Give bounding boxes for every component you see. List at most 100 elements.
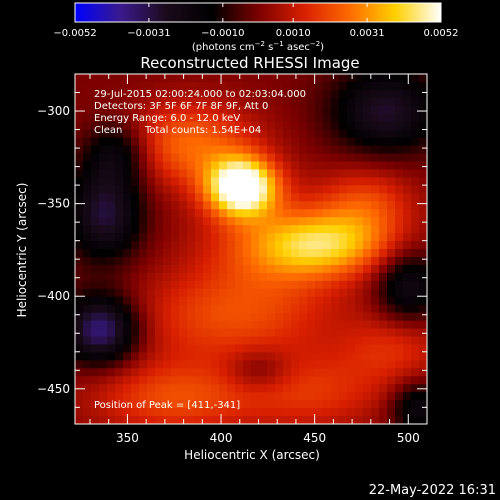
heatmap-cell — [347, 137, 356, 146]
heatmap-cell — [91, 161, 100, 170]
heatmap-cell — [347, 368, 356, 377]
heatmap-cell — [355, 225, 364, 234]
heatmap-cell — [75, 416, 84, 425]
heatmap-cell — [291, 344, 300, 353]
heatmap-cell — [395, 256, 404, 266]
heatmap-cell — [203, 408, 212, 417]
heatmap-cell — [331, 113, 340, 123]
heatmap-cell — [307, 376, 316, 385]
heatmap-cell — [371, 185, 380, 194]
heatmap-cell — [131, 400, 140, 409]
heatmap-cell — [147, 336, 156, 345]
heatmap-cell — [411, 217, 420, 226]
heatmap-cell — [371, 320, 380, 329]
heatmap-cell — [323, 233, 332, 242]
heatmap-cell — [275, 169, 284, 178]
heatmap-cell — [131, 249, 140, 258]
heatmap-cell — [107, 97, 116, 107]
heatmap-cell — [211, 368, 220, 377]
heatmap-cell — [83, 296, 92, 306]
heatmap-cell — [259, 129, 268, 139]
heatmap-cell — [139, 209, 148, 218]
heatmap-cell — [115, 408, 124, 417]
heatmap-cell — [131, 185, 140, 194]
heatmap-cell — [315, 288, 324, 298]
heatmap-cell — [83, 121, 92, 131]
heatmap-cell — [419, 105, 428, 115]
heatmap-cell — [219, 153, 228, 162]
heatmap-cell — [307, 209, 316, 218]
heatmap-cell — [211, 193, 220, 202]
heatmap-cell — [235, 264, 244, 274]
heatmap-cell — [179, 376, 188, 385]
heatmap-cell — [323, 392, 332, 401]
heatmap-cell — [251, 209, 260, 218]
heatmap-cell — [235, 368, 244, 377]
heatmap-cell — [403, 376, 412, 385]
heatmap-cell — [323, 296, 332, 306]
heatmap-cell — [387, 264, 396, 274]
heatmap-cell — [395, 272, 404, 282]
heatmap-cell — [291, 241, 300, 250]
heatmap-cell — [187, 241, 196, 250]
heatmap-cell — [283, 312, 292, 321]
heatmap-cell — [227, 264, 236, 274]
heatmap-cell — [195, 217, 204, 226]
heatmap-cell — [371, 113, 380, 123]
heatmap-cell — [115, 368, 124, 377]
heatmap-cell — [179, 233, 188, 242]
heatmap-cell — [219, 264, 228, 274]
heatmap-cell — [107, 161, 116, 170]
heatmap-cell — [115, 193, 124, 202]
heatmap-cell — [291, 312, 300, 321]
heatmap-cell — [75, 169, 84, 178]
heatmap-cell — [403, 416, 412, 425]
heatmap-cell — [339, 209, 348, 218]
heatmap-cell — [411, 352, 420, 361]
heatmap-cell — [243, 241, 252, 250]
heatmap-cell — [107, 328, 116, 337]
heatmap-cell — [275, 161, 284, 170]
heatmap-cell — [155, 400, 164, 409]
heatmap-cell — [107, 105, 116, 115]
heatmap-cell — [83, 177, 92, 186]
heatmap-cell — [75, 113, 84, 123]
heatmap-cell — [315, 280, 324, 290]
heatmap-cell — [91, 137, 100, 146]
heatmap-cell — [379, 304, 388, 314]
heatmap-cell — [315, 81, 324, 91]
heatmap-cell — [283, 169, 292, 178]
heatmap-cell — [211, 336, 220, 345]
heatmap-cell — [163, 153, 172, 162]
heatmap-cell — [387, 177, 396, 186]
heatmap-cell — [259, 288, 268, 298]
heatmap-cell — [419, 264, 428, 274]
heatmap-cell — [411, 312, 420, 321]
heatmap-cell — [283, 376, 292, 385]
heatmap-cell — [395, 320, 404, 329]
heatmap-cell — [75, 185, 84, 194]
heatmap-cell — [123, 193, 132, 202]
heatmap-cell — [291, 352, 300, 361]
heatmap-cell — [83, 256, 92, 266]
heatmap-cell — [331, 392, 340, 401]
heatmap-cell — [387, 89, 396, 99]
heatmap-cell — [339, 336, 348, 345]
heatmap-cell — [195, 328, 204, 337]
heatmap-cell — [315, 161, 324, 170]
heatmap-cell — [115, 376, 124, 385]
heatmap-cell — [227, 280, 236, 290]
heatmap-cell — [339, 169, 348, 178]
heatmap-cell — [123, 272, 132, 282]
heatmap-cell — [315, 113, 324, 123]
heatmap-cell — [267, 105, 276, 115]
heatmap-cell — [315, 97, 324, 107]
heatmap-cell — [147, 400, 156, 409]
heatmap-cell — [299, 312, 308, 321]
heatmap-cell — [203, 320, 212, 329]
heatmap-cell — [243, 145, 252, 154]
heatmap-cell — [251, 81, 260, 91]
heatmap-cell — [163, 177, 172, 186]
heatmap-cell — [75, 97, 84, 107]
heatmap-cell — [283, 336, 292, 345]
